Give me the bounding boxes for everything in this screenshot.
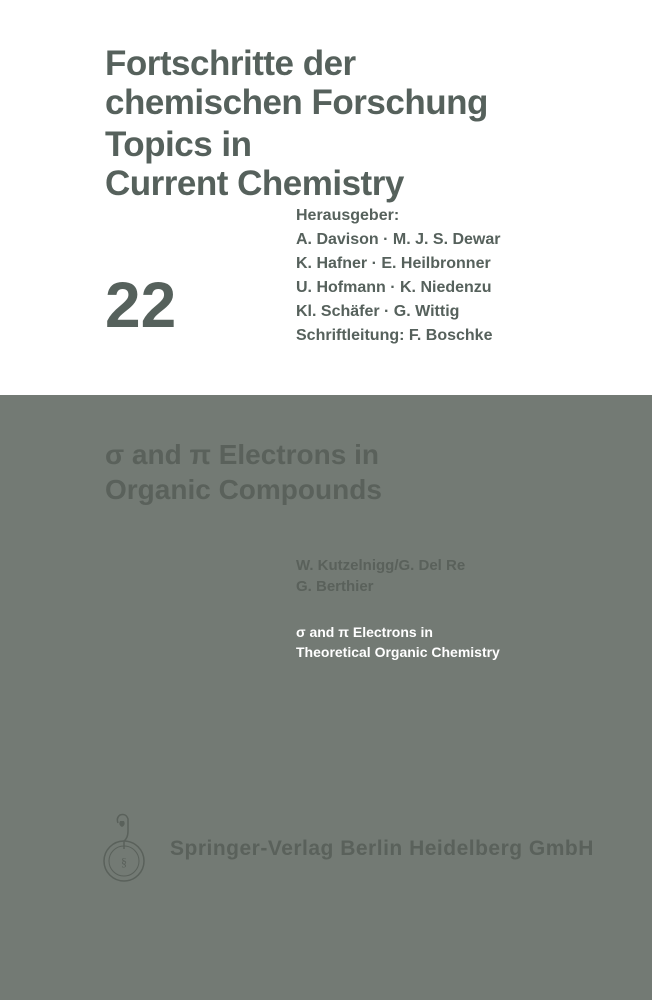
editors-line4: Kl. Schäfer · G. Wittig: [296, 300, 501, 324]
bottom-section: σ and π Electrons in Organic Compounds W…: [0, 395, 652, 1000]
volume-title-line1: σ and π Electrons in: [105, 437, 602, 472]
editors-line5: Schriftleitung: F. Boschke: [296, 324, 501, 348]
editors-line2: K. Hafner · E. Heilbronner: [296, 252, 501, 276]
editors-block: Herausgeber: A. Davison · M. J. S. Dewar…: [296, 204, 501, 348]
editors-line1: A. Davison · M. J. S. Dewar: [296, 228, 501, 252]
publisher-name: Springer-Verlag Berlin Heidelberg GmbH: [170, 837, 594, 861]
series-subtitle-line2: Current Chemistry: [105, 165, 602, 204]
subtitle-line1: σ and π Electrons in: [296, 623, 500, 643]
subtitle-block: σ and π Electrons in Theoretical Organic…: [296, 623, 500, 662]
volume-number: 22: [105, 268, 176, 342]
springer-logo-icon: §: [98, 813, 150, 885]
authors-block: W. Kutzelnigg/G. Del Re G. Berthier: [296, 555, 465, 597]
authors-line2: G. Berthier: [296, 576, 465, 597]
editors-label: Herausgeber:: [296, 204, 501, 228]
volume-title: σ and π Electrons in Organic Compounds: [105, 437, 602, 507]
svg-text:§: §: [121, 855, 127, 869]
series-subtitle: Topics in Current Chemistry: [105, 126, 602, 203]
series-subtitle-line1: Topics in: [105, 126, 602, 165]
top-section: Fortschritte der chemischen Forschung To…: [0, 0, 652, 395]
editors-line3: U. Hofmann · K. Niedenzu: [296, 276, 501, 300]
series-title-line1: Fortschritte der: [105, 45, 602, 84]
volume-title-line2: Organic Compounds: [105, 472, 602, 507]
authors-line1: W. Kutzelnigg/G. Del Re: [296, 555, 465, 576]
subtitle-line2: Theoretical Organic Chemistry: [296, 643, 500, 663]
series-title: Fortschritte der chemischen Forschung: [105, 45, 602, 122]
publisher-row: § Springer-Verlag Berlin Heidelberg GmbH: [98, 813, 594, 885]
series-title-line2: chemischen Forschung: [105, 84, 602, 123]
